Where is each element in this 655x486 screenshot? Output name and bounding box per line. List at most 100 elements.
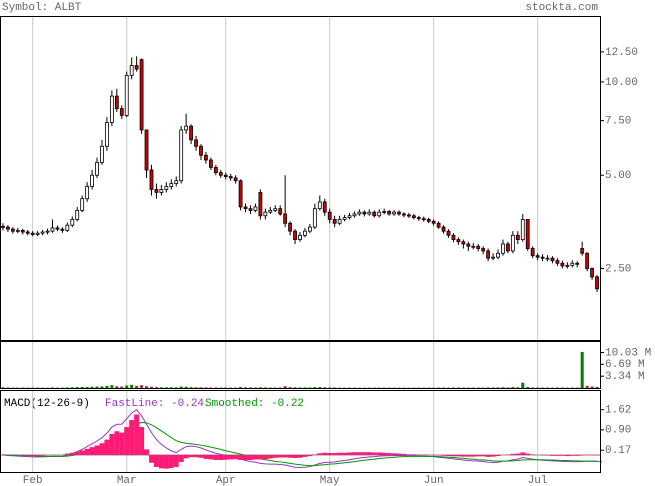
candle-body — [218, 172, 223, 176]
candle-body — [20, 229, 25, 233]
histogram-bar — [342, 452, 348, 455]
candle-body — [144, 129, 149, 171]
candle-body — [431, 220, 436, 224]
histogram-bar — [168, 454, 174, 469]
volume-bar — [120, 386, 124, 388]
candle-body — [283, 213, 288, 224]
candle-body — [278, 208, 283, 215]
histogram-bar — [490, 454, 496, 457]
candle-body — [377, 211, 382, 217]
candle-body — [194, 139, 198, 147]
candle-body — [109, 95, 114, 123]
candle-body — [228, 176, 233, 179]
candle-body — [481, 248, 486, 252]
histogram-bar — [495, 454, 501, 457]
histogram-bar — [441, 454, 447, 456]
volume-bar — [189, 387, 193, 388]
histogram-bar — [109, 434, 115, 455]
volume-bar — [253, 387, 257, 388]
volume-bar — [496, 387, 500, 388]
candle-body — [60, 228, 65, 231]
volume-bar — [174, 387, 178, 388]
volume-bar — [1, 387, 5, 388]
volume-frame — [0, 341, 601, 389]
candle-body — [501, 243, 505, 254]
histogram-bar — [386, 453, 392, 455]
volume-bar — [590, 386, 594, 388]
candle-body — [199, 145, 203, 156]
candle-body — [347, 215, 352, 218]
volume-bar — [75, 387, 79, 388]
histogram-bar — [129, 420, 135, 455]
histogram-bar — [139, 427, 145, 455]
plot-layer: Feb Mar Apr May Jun Jul 12.50 10.00 7.50 5.00 2.50… — [0, 17, 651, 486]
histogram-bar — [213, 454, 219, 460]
candle-body — [570, 262, 575, 266]
y-tick-label: 10.03 M — [605, 347, 651, 359]
histogram-bar — [134, 414, 140, 455]
histogram-bar — [465, 454, 471, 457]
volume-bar — [318, 387, 322, 388]
volume-bar — [580, 351, 584, 388]
histogram-bar — [247, 454, 253, 460]
candle-body — [471, 245, 476, 248]
candle-body — [100, 145, 104, 163]
volume-bar — [288, 387, 292, 388]
histogram-bar — [475, 454, 481, 457]
histogram-bar — [282, 454, 288, 458]
histogram-bar — [272, 454, 278, 458]
volume-bar — [80, 386, 84, 388]
macd-frame — [0, 390, 601, 473]
volume-bar — [501, 387, 505, 388]
histogram-bar — [347, 452, 353, 455]
histogram-bar — [153, 454, 159, 467]
candle-body — [426, 219, 431, 222]
candle-body — [134, 65, 139, 70]
candle-body — [332, 219, 337, 224]
histogram-bar — [20, 454, 26, 456]
volume-bar — [506, 387, 510, 388]
histogram-bar — [104, 439, 110, 455]
volume-bar — [164, 387, 168, 388]
histogram-bar — [594, 454, 600, 456]
volume-bar — [204, 387, 208, 388]
histogram-bar — [525, 453, 531, 455]
candle-body — [387, 211, 392, 215]
volume-bar — [70, 387, 74, 388]
volume-bar — [521, 382, 525, 388]
histogram-bar — [243, 454, 249, 460]
volume-bar — [85, 386, 89, 388]
volume-bar — [283, 386, 287, 388]
histogram-bar — [411, 454, 417, 455]
histogram-bar — [193, 454, 199, 458]
candle-body — [421, 218, 426, 221]
histogram-bar — [124, 427, 130, 455]
candle-body — [85, 186, 90, 200]
candle-body — [25, 231, 30, 234]
candle-body — [565, 264, 570, 267]
histogram-bar — [446, 454, 452, 457]
volume-bar — [194, 387, 198, 388]
histogram-bar — [332, 453, 338, 455]
candle-body — [179, 129, 184, 182]
candle-body — [456, 239, 461, 243]
histogram-bar — [89, 447, 95, 455]
volume-bar — [125, 385, 129, 388]
volume-bar — [258, 387, 262, 388]
candle-body — [496, 252, 500, 258]
volume-bar — [154, 387, 158, 388]
histogram-bar — [287, 454, 293, 458]
y-tick-label: 0.90 — [605, 425, 631, 437]
candle-body — [520, 219, 525, 240]
candle-body — [525, 219, 530, 249]
histogram-bar — [218, 454, 224, 460]
candle-body — [303, 230, 307, 236]
histogram-bar — [530, 454, 536, 455]
histogram-bar — [198, 454, 204, 458]
volume-bar — [149, 386, 153, 388]
histogram-bar — [307, 454, 313, 457]
histogram-bar — [574, 454, 580, 456]
candle-body — [535, 255, 540, 258]
candle-body — [189, 125, 193, 141]
y-tick-label: 3.34 M — [605, 371, 645, 383]
